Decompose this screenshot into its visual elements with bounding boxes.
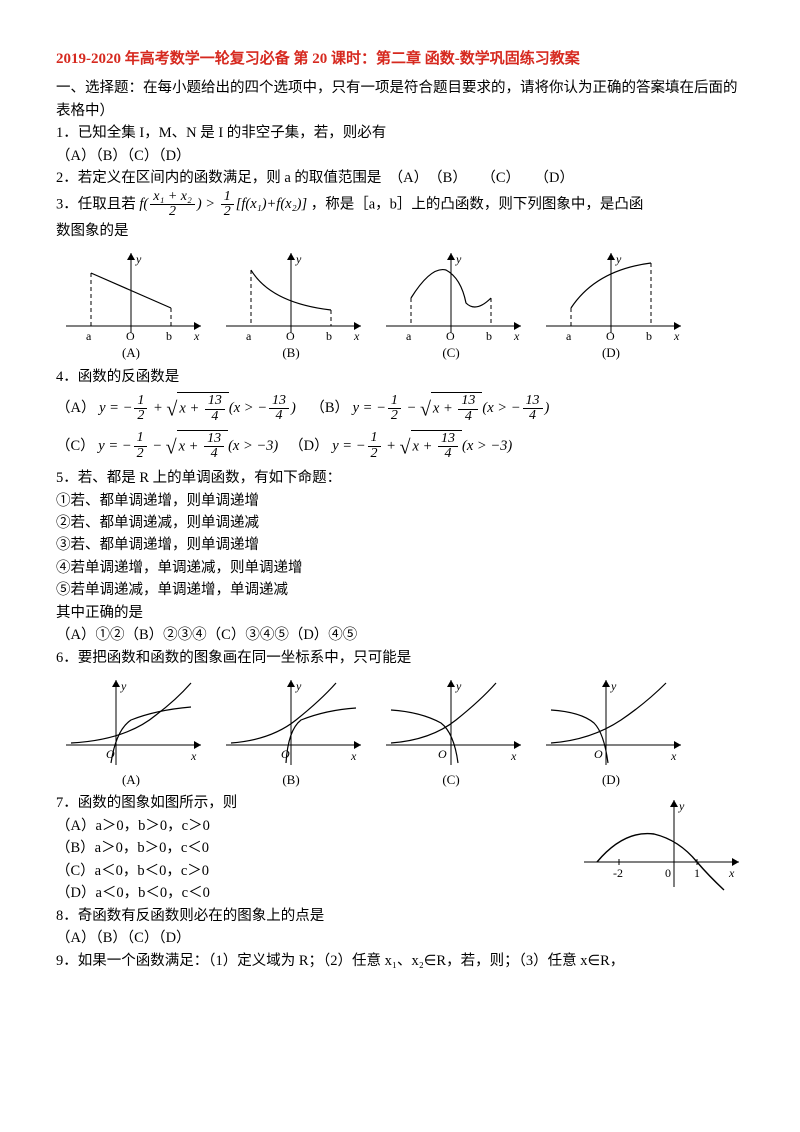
svg-text:a: a xyxy=(406,329,412,343)
svg-text:x: x xyxy=(350,749,357,763)
q3-post: 数图象的是 xyxy=(56,220,744,242)
q7-block: 7．函数的图象如图所示，则 （A）a＞0，b＞0，c＞0 （B）a＞0，b＞0，… xyxy=(56,792,744,904)
svg-text:y: y xyxy=(295,679,302,693)
q9-text: 9．如果一个函数满足：（1）定义域为 R；（2）任意 x₁、x₂∈R，若，则；（… xyxy=(56,950,744,972)
q4-A-formula: y = −12 + √x + 134(x > −134) xyxy=(99,400,299,416)
svg-text:O: O xyxy=(594,747,603,761)
q6-graphs: y x O (A) y x O (B) y x xyxy=(56,675,744,790)
q4-row1: （A） y = −12 + √x + 134(x > −134) （B） y =… xyxy=(56,392,744,426)
q6-text: 6．要把函数和函数的图象画在同一坐标系中，只可能是 xyxy=(56,647,744,669)
svg-text:a: a xyxy=(566,329,572,343)
svg-text:y: y xyxy=(610,679,617,693)
q4-D-formula: y = −12 + √x + 134(x > −3) xyxy=(332,438,512,454)
svg-text:O: O xyxy=(446,329,455,343)
svg-text:O: O xyxy=(438,747,447,761)
q4-text: 4．函数的反函数是 xyxy=(56,366,744,388)
q8-opts: （A）（B）（C）（D） xyxy=(56,927,744,949)
q6-graph-C: y x O (C) xyxy=(376,675,526,790)
q5-l1: ①若、都单调递增，则单调递增 xyxy=(56,490,744,512)
intro-text: 一、选择题：在每小题给出的四个选项中，只有一项是符合题目要求的，请将你认为正确的… xyxy=(56,77,744,122)
svg-text:a: a xyxy=(246,329,252,343)
q3-graph-B: y x O a b (B) xyxy=(216,248,366,363)
q3-mid: ，称是［a，b］上的凸函数，则下列图象中，是凸函 xyxy=(311,196,644,212)
svg-text:x: x xyxy=(190,749,197,763)
q5-l2: ②若、都单调递减，则单调递减 xyxy=(56,512,744,534)
q4-row2: （C） y = −12 − √x + 134(x > −3) （D） y = −… xyxy=(56,430,744,464)
q3-graph-C: y x O a b (C) xyxy=(376,248,526,363)
q5-l4: ④若单调递增，单调递减，则单调递增 xyxy=(56,557,744,579)
q3-text: 3．任取且若 f(x₁ + x₂2) > 12[f(x₁)+f(x₂)] ，称是… xyxy=(56,190,744,220)
svg-text:y: y xyxy=(295,252,302,266)
q1-options: （A）（B）（C）（D） xyxy=(56,145,744,167)
q6-label-C: (C) xyxy=(442,772,459,787)
q4-C-formula: y = −12 − √x + 134(x > −3) xyxy=(98,438,282,454)
q3-label-C: (C) xyxy=(442,345,459,360)
q3-graphs: y x O a b (A) y x O a b (B) xyxy=(56,248,744,363)
q5-l3: ③若、都单调递增，则单调递增 xyxy=(56,534,744,556)
q7-figure: y x -2 0 1 xyxy=(579,792,744,892)
q5-foot: 其中正确的是 xyxy=(56,602,744,624)
svg-text:x: x xyxy=(670,749,677,763)
q7-A: （A）a＞0，b＞0，c＞0 xyxy=(56,815,579,837)
svg-text:x: x xyxy=(513,329,520,343)
q6-label-D: (D) xyxy=(602,772,620,787)
svg-text:O: O xyxy=(606,329,615,343)
q7-C: （C）a＜0，b＜0，c＞0 xyxy=(56,860,579,882)
q8-text: 8．奇函数有反函数则必在的图象上的点是 xyxy=(56,905,744,927)
svg-text:x: x xyxy=(353,329,360,343)
q3-label-B: (B) xyxy=(282,345,299,360)
svg-text:y: y xyxy=(455,252,462,266)
svg-text:y: y xyxy=(455,679,462,693)
q6-label-A: (A) xyxy=(122,772,140,787)
doc-title: 2019-2020 年高考数学一轮复习必备 第 20 课时：第二章 函数-数学巩… xyxy=(56,48,744,71)
q6-graph-A: y x O (A) xyxy=(56,675,206,790)
q7-text: 7．函数的图象如图所示，则 xyxy=(56,792,579,814)
q5-l5: ⑤若单调递减，单调递增，单调递减 xyxy=(56,579,744,601)
svg-text:b: b xyxy=(486,329,492,343)
svg-text:x: x xyxy=(193,329,200,343)
q4-B-formula: y = −12 − √x + 134(x > −134) xyxy=(353,400,550,416)
svg-text:0: 0 xyxy=(665,866,671,880)
svg-text:y: y xyxy=(120,679,127,693)
q5-opts: （A）①②（B）②③④（C）③④⑤（D）④⑤ xyxy=(56,624,744,646)
q3-graph-A: y x O a b (A) xyxy=(56,248,206,363)
svg-text:y: y xyxy=(678,799,685,813)
q7-D: （D）a＜0，b＜0，c＜0 xyxy=(56,882,579,904)
q4-D-label: （D） xyxy=(289,438,328,454)
svg-text:y: y xyxy=(135,252,142,266)
q3-label-A: (A) xyxy=(122,345,140,360)
svg-text:x: x xyxy=(673,329,680,343)
q3-formula: f(x₁ + x₂2) > 12[f(x₁)+f(x₂)] xyxy=(139,196,307,212)
q6-graph-D: y x O (D) xyxy=(536,675,686,790)
q4-C-label: （C） xyxy=(56,438,95,454)
svg-text:O: O xyxy=(281,747,290,761)
q3-pre: 3．任取且若 xyxy=(56,196,139,212)
svg-text:x: x xyxy=(728,866,735,880)
q5-head: 5．若、都是 R 上的单调函数，有如下命题： xyxy=(56,467,744,489)
svg-text:-2: -2 xyxy=(613,866,623,880)
svg-text:a: a xyxy=(86,329,92,343)
svg-text:1: 1 xyxy=(694,866,700,880)
q3-label-D: (D) xyxy=(602,345,620,360)
q7-B: （B）a＞0，b＞0，c＜0 xyxy=(56,837,579,859)
svg-text:b: b xyxy=(646,329,652,343)
q4-A-label: （A） xyxy=(56,400,95,416)
q2-text: 2．若定义在区间内的函数满足，则 a 的取值范围是 （A） （B） （C） （D… xyxy=(56,167,744,189)
svg-text:y: y xyxy=(615,252,622,266)
q4-B-label: （B） xyxy=(310,400,349,416)
svg-text:x: x xyxy=(510,749,517,763)
q3-graph-D: y x O a b (D) xyxy=(536,248,686,363)
svg-text:b: b xyxy=(326,329,332,343)
q6-label-B: (B) xyxy=(282,772,299,787)
q6-graph-B: y x O (B) xyxy=(216,675,366,790)
svg-text:O: O xyxy=(126,329,135,343)
svg-text:b: b xyxy=(166,329,172,343)
q1-text: 1．已知全集 I，M、N 是 I 的非空子集，若，则必有 xyxy=(56,122,744,144)
svg-text:O: O xyxy=(286,329,295,343)
